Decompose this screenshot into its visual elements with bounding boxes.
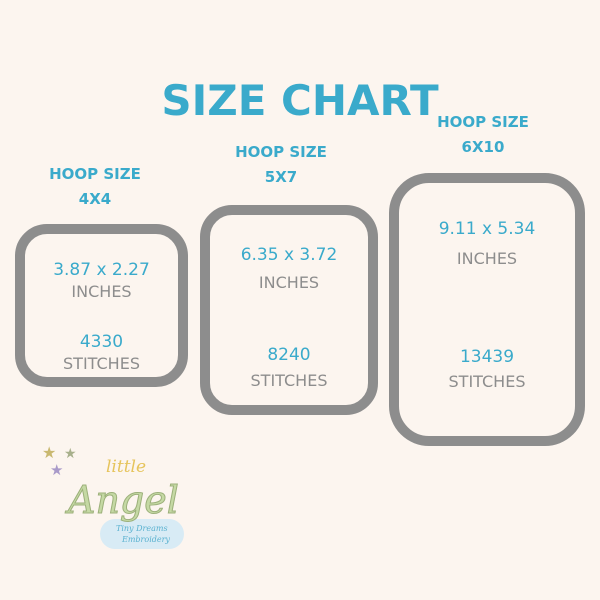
logo-tagline: Embroidery <box>122 535 170 544</box>
stitches: 13439 <box>459 347 515 367</box>
dimensions: 6.35 x 3.72 <box>240 245 338 265</box>
hoop-size-label: HOOP SIZE <box>437 113 529 131</box>
logo-tagline: Tiny Dreams <box>116 524 168 533</box>
hoop-label-6x10: HOOP SIZE 6X10 <box>403 110 563 160</box>
hoop-frame-5x7: 6.35 x 3.72 INCHES 8240 STITCHES <box>200 205 378 415</box>
hoop-frame-4x4: 3.87 x 2.27 INCHES 4330 STITCHES <box>15 224 188 387</box>
hoop-frame-6x10: 9.11 x 5.34 INCHES 13439 STITCHES <box>389 173 585 446</box>
stitches: 4330 <box>79 332 124 352</box>
hoop-size-value: 5X7 <box>264 168 298 186</box>
logo-text-little: little <box>106 457 147 477</box>
stitches-unit: STITCHES <box>63 354 140 373</box>
hoop-size-label: HOOP SIZE <box>49 165 141 183</box>
dimensions: 3.87 x 2.27 <box>53 260 150 280</box>
dimensions-unit: INCHES <box>456 249 518 268</box>
hoop-size-value: 6X10 <box>461 138 505 156</box>
page-title: SIZE CHART <box>161 76 439 125</box>
hoop-size-value: 4X4 <box>78 190 112 208</box>
star-icon: ★ <box>50 461 64 479</box>
star-icon: ★ <box>42 443 57 462</box>
dimensions-unit: INCHES <box>71 282 132 301</box>
dimensions-unit: INCHES <box>258 273 320 292</box>
hoop-label-5x7: HOOP SIZE 5X7 <box>201 140 361 190</box>
brand-logo: ★ ★ ★ little Angel Tiny Dreams Embroider… <box>28 445 193 555</box>
hoop-label-4x4: HOOP SIZE 4X4 <box>15 162 175 212</box>
hoop-size-label: HOOP SIZE <box>235 143 327 161</box>
star-icon: ★ <box>64 446 77 462</box>
dimensions: 9.11 x 5.34 <box>438 219 536 239</box>
stitches-unit: STITCHES <box>250 371 328 390</box>
stitches-unit: STITCHES <box>448 372 526 391</box>
stitches: 8240 <box>267 345 311 365</box>
logo-text-angel: Angel <box>68 478 180 522</box>
cloud-icon <box>100 519 184 549</box>
